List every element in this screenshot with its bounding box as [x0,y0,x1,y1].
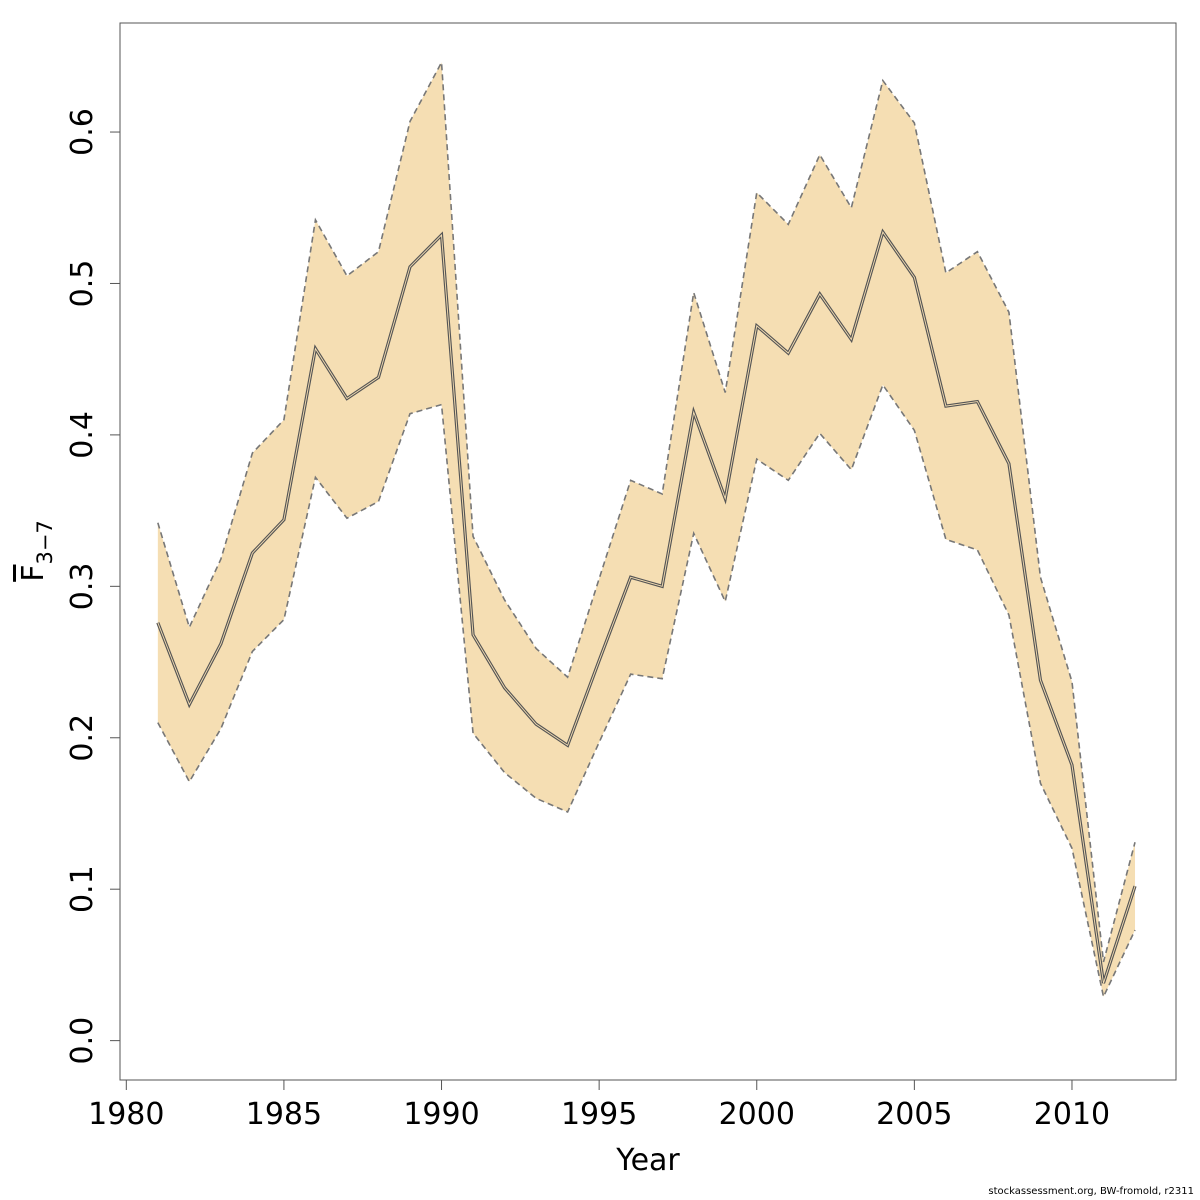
x-tick-label: 2000 [719,1097,795,1132]
estimate-line-layer [156,59,1137,1000]
y-tick-label-group: 0.5 [65,260,100,308]
y-tick-label: 0.3 [65,562,100,610]
y-tick-label-group: 0.4 [65,411,100,459]
y-tick-label: 0.5 [65,260,100,308]
y-tick-label-group: 0.6 [65,108,100,156]
y-tick-label: 0.4 [65,411,100,459]
y-tick-label: 0.1 [65,865,100,913]
lower-bound-line [157,383,1136,1000]
x-tick-label: 2010 [1034,1097,1110,1132]
upper-bound-line [157,59,1136,963]
x-tick-label: 1980 [88,1097,164,1132]
x-axis-title: Year [615,1143,680,1178]
x-axis: 1980 1985 1990 1995 2000 2005 2010 [88,1079,1110,1132]
y-tick-label-group: 0.0 [65,1017,100,1065]
x-tick-label: 1995 [561,1097,637,1132]
y-axis-title-subscript: 3−7 [33,520,57,564]
y-axis: 0.0 0.1 0.2 0.3 0.4 0.5 0.6 [65,108,121,1065]
footer-credit: stockassessment.org, BW-fromold, r2311 [988,1186,1194,1197]
y-tick-label: 0.6 [65,108,100,156]
x-tick-label: 2005 [876,1097,952,1132]
confidence-band [157,62,1136,997]
y-tick-label-group: 0.2 [65,714,100,762]
y-tick-label-group: 0.3 [65,562,100,610]
estimate-line [157,230,1136,984]
y-axis-title-main: F [16,565,51,582]
y-tick-label: 0.0 [65,1017,100,1065]
svg-text:F3−7: F3−7 [16,520,57,582]
y-tick-label-group: 0.1 [65,865,100,913]
y-tick-label: 0.2 [65,714,100,762]
y-axis-title: F3−7 [16,520,57,582]
x-tick-label: 1985 [246,1097,322,1132]
x-tick-label: 1990 [403,1097,479,1132]
confidence-band-layer [157,62,1136,997]
